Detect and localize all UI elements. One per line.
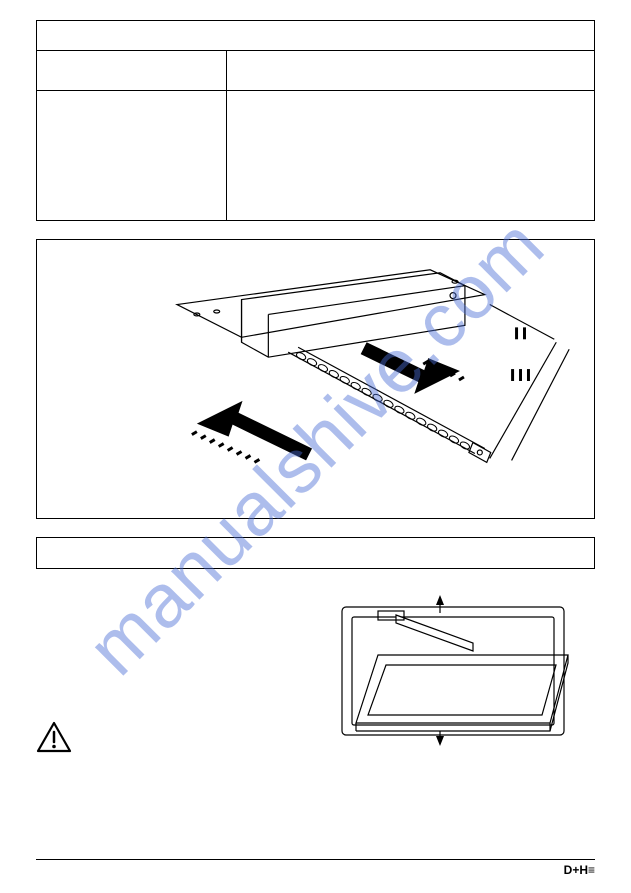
table-row xyxy=(37,21,595,51)
page-content xyxy=(36,20,595,866)
mechanism-svg xyxy=(37,240,594,518)
spec-table xyxy=(36,20,595,221)
warning-column xyxy=(36,721,299,758)
mechanism-diagram xyxy=(36,239,595,519)
warning-icon xyxy=(36,721,72,753)
footer-logo: D+H≡ xyxy=(564,863,595,877)
table-row xyxy=(37,91,595,221)
tilt-window-svg xyxy=(318,583,588,758)
window-diagram-column xyxy=(311,583,595,758)
table-row xyxy=(37,51,595,91)
footer: D+H≡ xyxy=(36,859,595,877)
section-title-box xyxy=(36,537,595,569)
